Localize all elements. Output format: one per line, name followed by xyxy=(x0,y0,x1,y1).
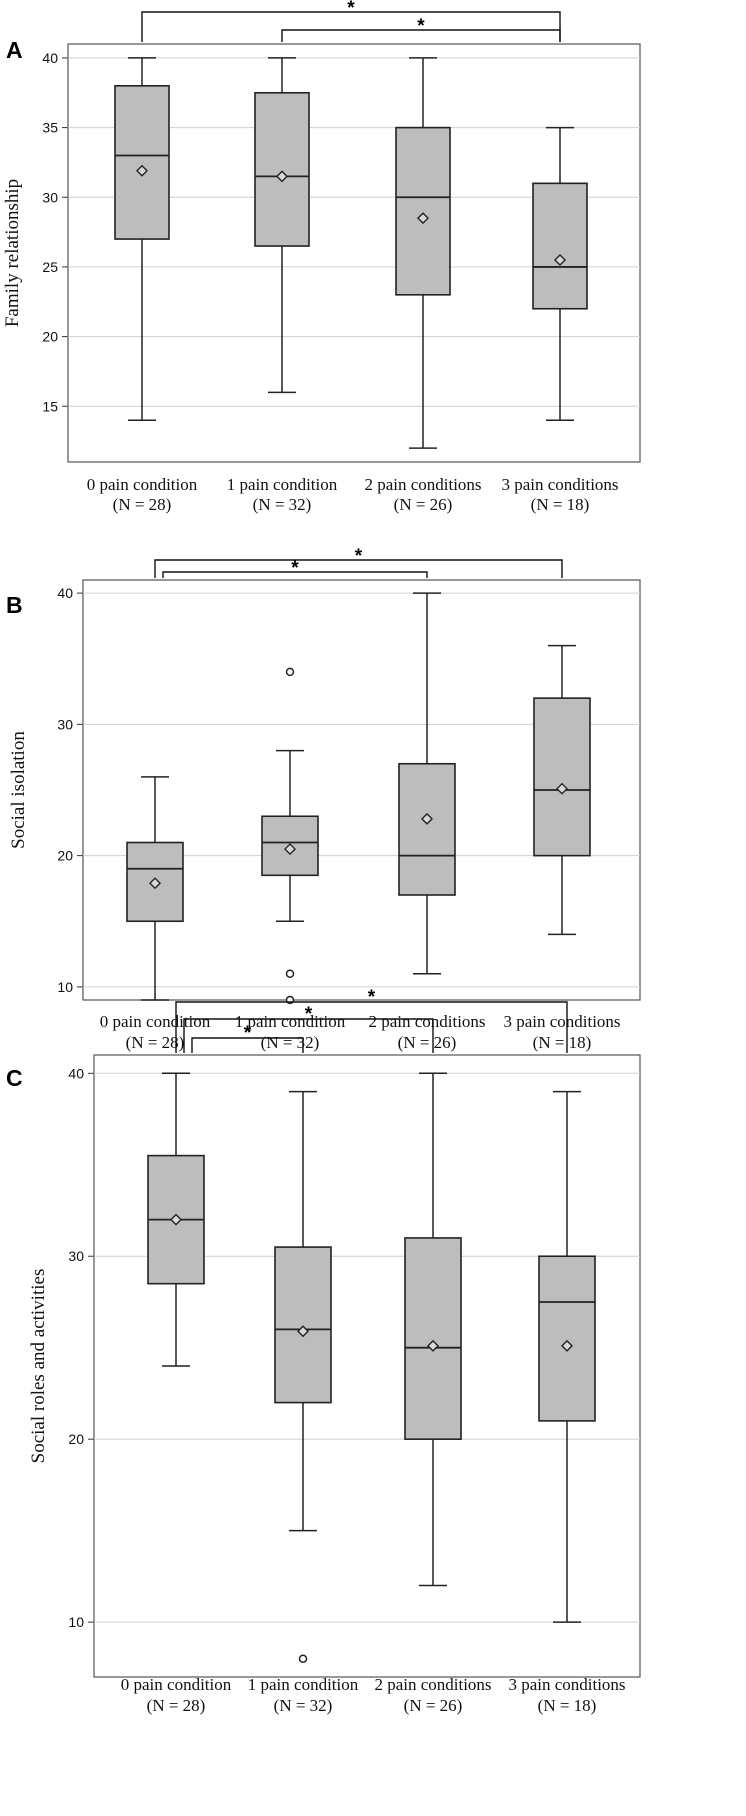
y-axis-label: Family relationship xyxy=(2,179,23,327)
y-tick-label: 40 xyxy=(68,1065,84,1081)
y-tick-label: 30 xyxy=(68,1248,84,1264)
y-tick-label: 20 xyxy=(42,329,58,345)
y-tick-label: 10 xyxy=(68,1614,84,1630)
mean-marker xyxy=(417,212,429,225)
y-tick-label: 30 xyxy=(57,716,73,732)
y-tick-label: 35 xyxy=(42,120,58,136)
mean-marker xyxy=(421,812,433,825)
significance-bracket xyxy=(141,11,561,42)
significance-star: * xyxy=(355,546,363,567)
significance-star: * xyxy=(417,16,425,37)
box xyxy=(398,762,456,896)
panel-B: 10 20 30 40 Social isolation B 0 pain conditio… xyxy=(6,546,641,1052)
mean-marker xyxy=(170,1213,182,1226)
panel-C: 10 20 30 40 Social roles and activities C 0 pa… xyxy=(6,987,641,1715)
mean-marker xyxy=(276,170,288,183)
significance-star: * xyxy=(305,1004,313,1025)
mean-marker xyxy=(554,253,566,266)
significance-bracket xyxy=(154,559,563,578)
panel-letter: B xyxy=(6,592,23,618)
category-label: 1 pain condition xyxy=(248,1675,359,1694)
outlier-point xyxy=(298,1654,308,1663)
box xyxy=(532,182,588,310)
category-label: 1 pain condition xyxy=(235,1012,346,1031)
category-label: 3 pain conditions xyxy=(501,475,618,494)
significance-bracket xyxy=(175,1001,568,1053)
panel-letter: C xyxy=(6,1065,23,1091)
outlier-point xyxy=(285,667,295,677)
mean-marker xyxy=(297,1325,309,1338)
y-axis-label: Social isolation xyxy=(8,731,29,849)
category-n: (N = 26) xyxy=(404,1696,463,1715)
category-n: (N = 18) xyxy=(533,1033,592,1052)
box xyxy=(274,1246,332,1404)
significance-star: * xyxy=(291,558,299,579)
mean-marker xyxy=(427,1339,439,1352)
box xyxy=(114,85,170,240)
category-n: (N = 28) xyxy=(126,1033,185,1052)
category-label: 3 pain conditions xyxy=(508,1675,625,1694)
significance-bracket xyxy=(183,1018,434,1053)
category-label: 2 pain conditions xyxy=(368,1012,485,1031)
outlier-point xyxy=(285,969,295,978)
category-label: 0 pain condition xyxy=(121,1675,232,1694)
box xyxy=(395,126,451,296)
category-label: 2 pain conditions xyxy=(364,475,481,494)
category-n: (N = 32) xyxy=(261,1033,320,1052)
box xyxy=(404,1237,462,1440)
category-n: (N = 28) xyxy=(113,495,172,514)
panel-A: 15 20 25 30 35 40 Family relationship A 0 pain c… xyxy=(2,0,641,514)
category-n: (N = 32) xyxy=(253,495,312,514)
category-label: 0 pain condition xyxy=(100,1012,211,1031)
significance-star: * xyxy=(347,0,355,19)
category-n: (N = 26) xyxy=(394,495,453,514)
mean-marker xyxy=(136,164,148,177)
category-n: (N = 18) xyxy=(538,1696,597,1715)
mean-marker xyxy=(284,843,296,856)
y-tick-label: 25 xyxy=(42,259,58,275)
significance-star: * xyxy=(244,1023,252,1044)
category-label: 3 pain conditions xyxy=(503,1012,620,1031)
y-tick-label: 20 xyxy=(57,848,73,864)
significance-bracket xyxy=(191,1037,304,1053)
category-n: (N = 18) xyxy=(531,495,590,514)
y-axis-label: Social roles and activities xyxy=(28,1269,49,1464)
y-tick-label: 30 xyxy=(42,189,58,205)
category-n: (N = 32) xyxy=(274,1696,333,1715)
panel-letter: A xyxy=(6,37,23,63)
category-label: 0 pain condition xyxy=(87,475,198,494)
box xyxy=(533,697,591,857)
category-n: (N = 26) xyxy=(398,1033,457,1052)
box xyxy=(254,91,310,247)
y-tick-label: 10 xyxy=(57,979,73,995)
category-n: (N = 28) xyxy=(147,1696,206,1715)
category-label: 2 pain conditions xyxy=(374,1675,491,1694)
mean-marker xyxy=(556,782,568,795)
significance-bracket xyxy=(162,571,428,578)
y-tick-label: 40 xyxy=(57,585,73,601)
y-tick-label: 20 xyxy=(68,1431,84,1447)
mean-marker xyxy=(149,877,161,890)
box xyxy=(538,1255,596,1422)
mean-marker xyxy=(561,1339,573,1352)
significance-star: * xyxy=(368,987,376,1008)
category-label: 1 pain condition xyxy=(227,475,338,494)
y-tick-label: 15 xyxy=(42,398,58,414)
significance-bracket xyxy=(281,29,561,42)
y-tick-label: 40 xyxy=(42,50,58,66)
